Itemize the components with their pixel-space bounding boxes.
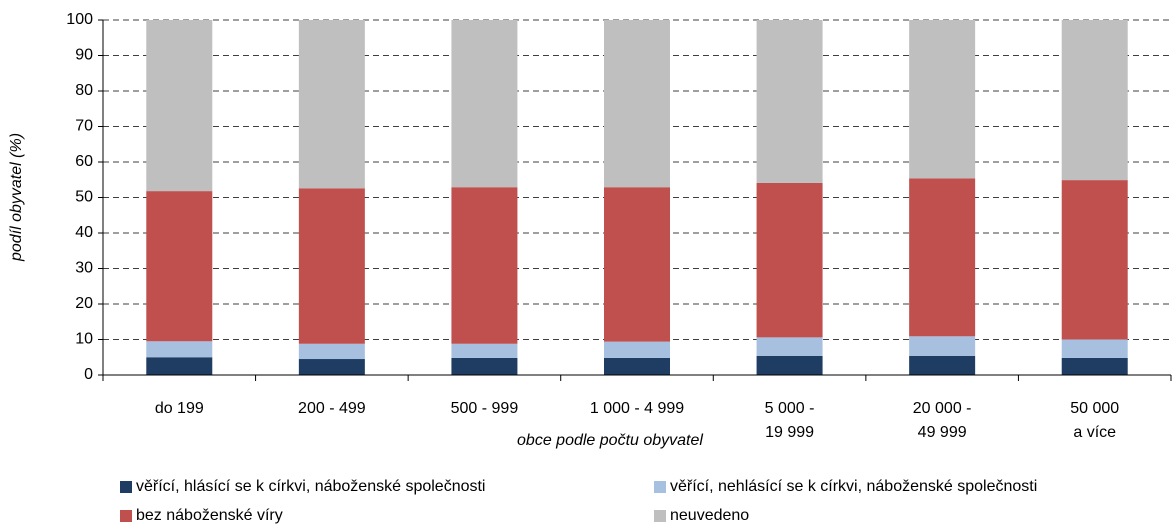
y-tick-label: 70 xyxy=(75,118,93,135)
x-tick-label: 200 - 499 xyxy=(298,400,366,417)
y-tick-label: 60 xyxy=(75,153,93,170)
y-tick-label: 80 xyxy=(75,82,93,99)
x-tick-label: do 199 xyxy=(155,400,204,417)
bar-segment xyxy=(451,187,518,344)
bar-segment xyxy=(1061,20,1128,181)
y-tick-label: 50 xyxy=(75,189,93,206)
bar-segment xyxy=(756,355,823,375)
bar-segment xyxy=(298,20,365,189)
y-tick-label: 100 xyxy=(66,11,93,28)
x-tick-label: 5 000 -19 999 xyxy=(765,400,815,441)
legend-label: bez náboženské víry xyxy=(136,507,283,524)
bar-segment xyxy=(146,341,213,358)
legend-swatch xyxy=(654,481,666,493)
legend-label: neuvedeno xyxy=(670,507,749,524)
bar-segment xyxy=(756,182,823,338)
bar-segment xyxy=(146,20,213,192)
legend-label: věřící, hlásící se k církvi, náboženské … xyxy=(136,478,485,495)
bar-segment xyxy=(909,336,976,356)
bar-segment xyxy=(909,355,976,375)
bar-segment xyxy=(1061,180,1128,340)
x-tick-label: 1 000 - 4 999 xyxy=(590,400,684,417)
bar-segment xyxy=(298,359,365,375)
bar-segment xyxy=(604,341,670,358)
bar-segment xyxy=(909,178,976,337)
legend-swatch xyxy=(654,510,666,522)
bar-segment xyxy=(1061,357,1128,375)
legend-swatch xyxy=(120,510,132,522)
bar-segment xyxy=(604,20,670,188)
y-tick-label: 20 xyxy=(75,295,93,312)
bar-segment xyxy=(146,191,213,342)
bar-segment xyxy=(298,188,365,344)
x-tick-label: 50 000 a více xyxy=(1070,400,1119,441)
bar-segment xyxy=(756,20,823,183)
y-axis-title: podíl obyvatel (%) xyxy=(8,133,25,262)
bar-segment xyxy=(756,337,823,356)
bar-segment xyxy=(298,343,365,360)
bar-segment xyxy=(146,357,213,375)
bar-segment xyxy=(604,357,670,375)
y-tick-label: 40 xyxy=(75,224,93,241)
y-tick-label: 90 xyxy=(75,47,93,64)
y-tick-label: 10 xyxy=(75,331,93,348)
bar-segment xyxy=(451,343,518,358)
y-tick-label: 0 xyxy=(84,366,93,383)
x-tick-label: 500 - 999 xyxy=(451,400,519,417)
bar-segment xyxy=(604,187,670,342)
bar-segment xyxy=(909,20,976,179)
bar-segment xyxy=(451,357,518,375)
legend-label: věřící, nehlásící se k církvi, nábožensk… xyxy=(670,478,1037,495)
y-tick-label: 30 xyxy=(75,260,93,277)
x-tick-label: 20 000 -49 999 xyxy=(913,400,972,441)
x-axis-title: obce podle počtu obyvatel xyxy=(517,432,703,449)
bar-segment xyxy=(451,20,518,188)
bar-segment xyxy=(1061,339,1128,358)
legend-swatch xyxy=(120,481,132,493)
